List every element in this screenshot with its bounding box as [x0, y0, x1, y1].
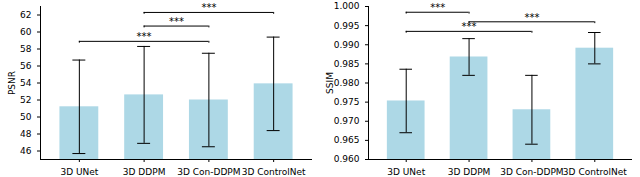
svg-text:***: ***	[430, 2, 445, 13]
svg-text:0.970: 0.970	[334, 116, 360, 126]
svg-text:3D DDPM: 3D DDPM	[448, 167, 491, 177]
svg-text:***: ***	[169, 16, 184, 27]
svg-text:***: ***	[137, 31, 152, 42]
svg-text:***: ***	[201, 2, 216, 13]
svg-text:0.965: 0.965	[334, 135, 360, 145]
svg-text:PSNR: PSNR	[7, 71, 17, 95]
svg-text:62: 62	[20, 10, 31, 20]
svg-text:3D UNet: 3D UNet	[387, 167, 425, 177]
svg-text:58: 58	[20, 44, 32, 54]
svg-text:0.985: 0.985	[334, 59, 360, 69]
svg-text:52: 52	[20, 95, 31, 105]
svg-text:***: ***	[462, 21, 477, 32]
svg-text:48: 48	[20, 129, 32, 139]
svg-text:46: 46	[20, 146, 32, 156]
svg-text:3D Con-DDPM: 3D Con-DDPM	[177, 167, 240, 177]
svg-text:3D Con-DDPM: 3D Con-DDPM	[500, 167, 563, 177]
svg-text:***: ***	[524, 12, 539, 23]
svg-text:50: 50	[20, 112, 32, 122]
svg-text:3D ControlNet: 3D ControlNet	[563, 167, 627, 177]
svg-text:0.995: 0.995	[334, 21, 360, 31]
svg-text:60: 60	[20, 27, 32, 37]
svg-text:0.980: 0.980	[334, 78, 360, 88]
svg-text:56: 56	[20, 61, 32, 71]
svg-text:3D ControlNet: 3D ControlNet	[242, 167, 306, 177]
svg-text:SSIM: SSIM	[325, 72, 335, 94]
svg-text:0.960: 0.960	[334, 154, 360, 164]
svg-text:0.990: 0.990	[334, 40, 360, 50]
svg-text:0.975: 0.975	[334, 97, 360, 107]
svg-text:3D UNet: 3D UNet	[60, 167, 98, 177]
svg-text:54: 54	[20, 78, 32, 88]
svg-text:1.000: 1.000	[334, 1, 360, 11]
svg-text:3D DDPM: 3D DDPM	[123, 167, 166, 177]
